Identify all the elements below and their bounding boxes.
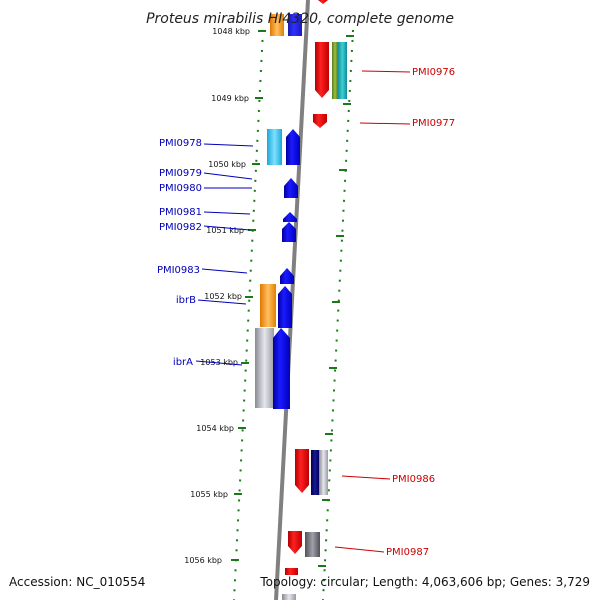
- gene-pmi0978[interactable]: [286, 129, 300, 165]
- label-pmi0978[interactable]: PMI0978: [159, 138, 202, 149]
- label-pmi0980[interactable]: PMI0980: [159, 183, 202, 194]
- label-pmi0976[interactable]: PMI0976: [412, 67, 455, 78]
- gene-pmi0986-gray[interactable]: [319, 450, 328, 495]
- gene-pmi0976-teal[interactable]: [338, 42, 347, 99]
- label-ibrb[interactable]: ibrB: [176, 295, 196, 306]
- kbp-label-1050: 1050 kbp: [208, 160, 246, 169]
- accession-text: Accession: NC_010554: [9, 575, 145, 589]
- gene-pmi0983[interactable]: [280, 268, 294, 284]
- kbp-label-1054: 1054 kbp: [196, 424, 234, 433]
- label-pmi0977[interactable]: PMI0977: [412, 118, 455, 129]
- kbp-label-1052: 1052 kbp: [204, 292, 242, 301]
- gene-red-bottom[interactable]: [285, 568, 298, 575]
- kbp-label-1055: 1055 kbp: [190, 490, 228, 499]
- gene-pmi0982[interactable]: [282, 222, 296, 242]
- left-leader-lines: [195, 143, 254, 366]
- right-dotted-track: [322, 29, 354, 600]
- label-pmi0983[interactable]: PMI0983: [157, 265, 200, 276]
- gene-pmi0976-olive[interactable]: [332, 42, 338, 99]
- topology-text: Topology: circular; Length: 4,063,606 bp…: [259, 575, 590, 589]
- label-pmi0982[interactable]: PMI0982: [159, 222, 202, 233]
- kbp-label-1053: 1053 kbp: [200, 358, 238, 367]
- gene-red-top[interactable]: [318, 0, 328, 4]
- gene-orange-top[interactable]: [270, 14, 284, 36]
- kbp-label-1049: 1049 kbp: [211, 94, 249, 103]
- genome-title: Proteus mirabilis HI4320, complete genom…: [146, 11, 454, 27]
- gene-pmi0981[interactable]: [283, 212, 297, 222]
- gene-blue-top[interactable]: [288, 14, 302, 36]
- gene-pmi0978-cyan[interactable]: [267, 129, 282, 165]
- label-pmi0986[interactable]: PMI0986: [392, 474, 435, 485]
- gene-pmi0987-gray[interactable]: [305, 532, 320, 557]
- gene-pmi0976[interactable]: [315, 42, 329, 98]
- kbp-label-1056: 1056 kbp: [184, 556, 222, 565]
- label-pmi0981[interactable]: PMI0981: [159, 207, 202, 218]
- gene-pmi0986-navy[interactable]: [311, 450, 319, 495]
- gene-pmi0980[interactable]: [284, 178, 298, 198]
- left-dotted-track: [233, 29, 264, 600]
- gene-ibrb[interactable]: [278, 286, 292, 328]
- label-pmi0979[interactable]: PMI0979: [159, 168, 202, 179]
- gene-pmi0986[interactable]: [295, 449, 309, 493]
- gene-pmi0977[interactable]: [313, 114, 327, 128]
- kbp-label-1048: 1048 kbp: [212, 27, 250, 36]
- right-leader-lines: [334, 70, 411, 553]
- gene-ibra-gray[interactable]: [255, 328, 274, 408]
- label-pmi0987[interactable]: PMI0987: [386, 547, 429, 558]
- gene-gray-bottom[interactable]: [282, 594, 296, 600]
- tick-marks: [231, 30, 354, 567]
- label-ibra[interactable]: ibrA: [173, 357, 193, 368]
- gene-pmi0987[interactable]: [288, 531, 302, 554]
- gene-ibra[interactable]: [273, 328, 290, 409]
- kbp-label-1051: 1051 kbp: [206, 226, 244, 235]
- gene-ibrb-orange[interactable]: [260, 284, 276, 327]
